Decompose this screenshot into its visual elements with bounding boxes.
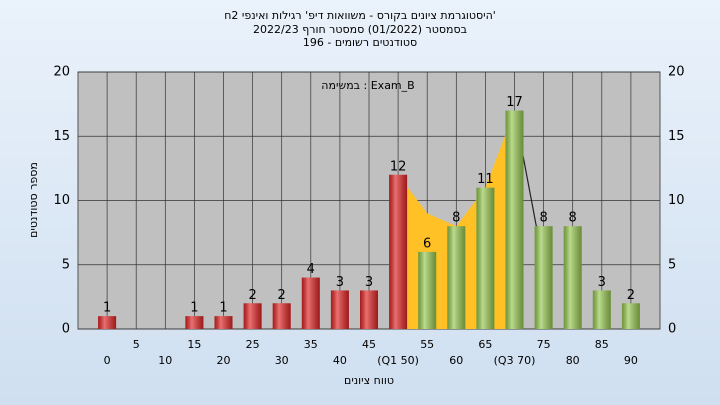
bar-shading bbox=[330, 290, 349, 329]
y-tick-label: 15 bbox=[668, 129, 685, 144]
bar-shading bbox=[592, 290, 611, 329]
bar-shading bbox=[389, 174, 408, 329]
chart-subtitle: בסמסטר (01/2022) סמסטר חורף 2022/23 bbox=[253, 23, 467, 36]
y-tick-label: 5 bbox=[668, 257, 676, 272]
y-tick-label: 15 bbox=[53, 129, 70, 144]
bar-shading bbox=[360, 290, 378, 329]
x-tick-label: 85 bbox=[595, 338, 609, 351]
x-tick-label: 35 bbox=[304, 338, 318, 351]
x-tick-label: 30 bbox=[275, 354, 289, 367]
bar-shading bbox=[98, 316, 117, 329]
x-axis-label: טווח ציונים bbox=[344, 374, 394, 387]
data-label: 8 bbox=[569, 211, 577, 226]
data-label: 8 bbox=[452, 211, 460, 226]
data-label: 17 bbox=[506, 95, 523, 110]
x-tick-label: 90 bbox=[624, 354, 638, 367]
data-label: 3 bbox=[336, 275, 344, 290]
data-label: 3 bbox=[598, 275, 606, 290]
x-tick-label: (Q1 50) bbox=[377, 354, 419, 367]
bar-shading bbox=[563, 226, 582, 329]
bar-shading bbox=[476, 187, 495, 329]
x-tick-label: 25 bbox=[246, 338, 260, 351]
bar-shading bbox=[534, 226, 553, 329]
data-label: 11 bbox=[477, 172, 494, 187]
x-tick-label: 45 bbox=[362, 338, 376, 351]
x-tick-label: 80 bbox=[566, 354, 580, 367]
data-label: 2 bbox=[278, 288, 286, 303]
data-label: 1 bbox=[103, 301, 111, 316]
data-label: 12 bbox=[390, 159, 407, 174]
y-tick-label: 0 bbox=[62, 322, 70, 337]
x-tick-label: 15 bbox=[187, 338, 201, 351]
data-label: 6 bbox=[423, 236, 431, 251]
y-tick-label: 5 bbox=[62, 257, 70, 272]
annotation: במשימה : Exam_B bbox=[321, 79, 414, 92]
x-tick-label: 75 bbox=[537, 338, 551, 351]
data-label: 3 bbox=[365, 275, 373, 290]
bar-shading bbox=[621, 303, 640, 329]
bar-shading bbox=[301, 277, 320, 329]
bar-shading bbox=[214, 316, 233, 329]
data-label: 1 bbox=[219, 301, 227, 316]
data-label: 4 bbox=[307, 262, 315, 277]
x-tick-label: 60 bbox=[449, 354, 463, 367]
data-label: 2 bbox=[248, 288, 256, 303]
bar-shading bbox=[505, 110, 524, 329]
y-tick-label: 10 bbox=[53, 193, 70, 208]
bar-shading bbox=[418, 251, 437, 329]
bar-shading bbox=[185, 316, 204, 329]
chart-subtitle: סטודנטים רשומים - 196 bbox=[303, 36, 417, 49]
x-tick-label: 55 bbox=[420, 338, 434, 351]
x-tick-label: 5 bbox=[133, 338, 140, 351]
x-tick-label: 65 bbox=[478, 338, 492, 351]
data-label: 1 bbox=[190, 301, 198, 316]
data-label: 2 bbox=[627, 288, 635, 303]
data-label: 8 bbox=[539, 211, 547, 226]
y-tick-label: 10 bbox=[668, 193, 685, 208]
x-tick-label: (Q3 70) bbox=[494, 354, 536, 367]
y-axis-label: מספר סטודנטים bbox=[27, 162, 40, 238]
y-tick-label: 20 bbox=[53, 65, 70, 80]
x-tick-label: 10 bbox=[158, 354, 172, 367]
x-tick-label: 40 bbox=[333, 354, 347, 367]
x-tick-label: 20 bbox=[217, 354, 231, 367]
x-tick-label: 0 bbox=[104, 354, 111, 367]
y-tick-label: 0 bbox=[668, 322, 676, 337]
chart-title: היסטוגרמת ציונים בקורס - משוואות דיפ' רג… bbox=[224, 9, 496, 22]
bar-shading bbox=[447, 226, 466, 329]
bar-shading bbox=[272, 303, 291, 329]
bar-shading bbox=[243, 303, 262, 329]
y-tick-label: 20 bbox=[668, 65, 685, 80]
